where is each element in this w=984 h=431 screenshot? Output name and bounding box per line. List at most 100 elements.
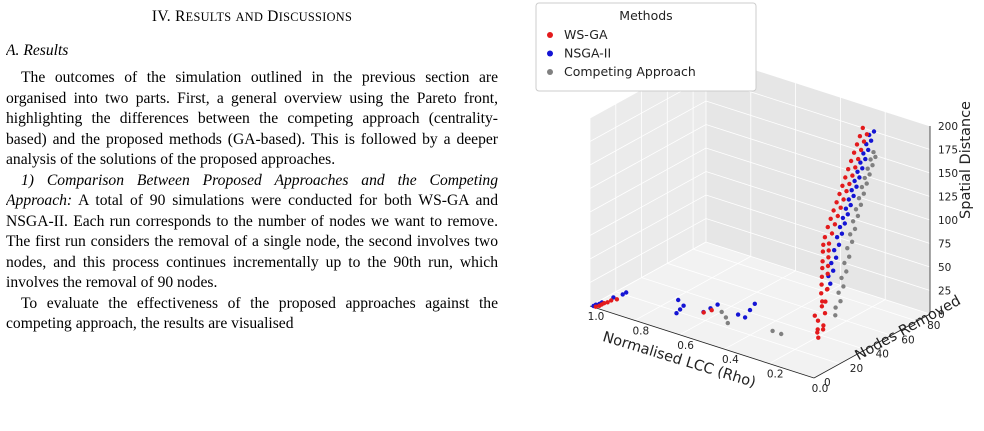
x-tick-label: 0.2 — [767, 369, 784, 381]
data-point-ws-ga — [837, 191, 842, 197]
grid-line-z — [589, 171, 931, 244]
paragraph-evaluation: To evaluate the effectiveness of the pro… — [6, 294, 498, 333]
data-point-competing-approach — [867, 172, 872, 177]
chart-legend: Methods WS-GA NSGA-II Competing Approach — [535, 2, 757, 92]
z-tick-label: 200 — [938, 121, 958, 133]
data-point-ws-ga — [601, 301, 607, 306]
data-point-nsga-ii — [852, 178, 857, 184]
z-tick-label: 175 — [938, 145, 958, 157]
data-point-competing-approach — [845, 246, 850, 251]
data-point-ws-ga — [609, 298, 614, 303]
data-point-ws-ga — [835, 213, 840, 219]
z-tick-label: 150 — [938, 168, 958, 180]
data-point-nsga-ii — [857, 175, 862, 180]
data-point-ws-ga — [847, 181, 852, 187]
data-point-ws-ga — [828, 216, 833, 221]
data-point-competing-approach — [836, 290, 841, 295]
data-point-ws-ga — [819, 282, 824, 287]
grid-line-z — [589, 124, 931, 197]
y-tick-label: 20 — [850, 363, 863, 375]
data-point-nsga-ii — [863, 156, 868, 162]
data-point-nsga-ii — [851, 193, 856, 199]
data-point-competing-approach — [855, 213, 861, 219]
data-point-competing-approach — [859, 184, 865, 190]
data-point-ws-ga — [860, 125, 865, 131]
data-point-ws-ga — [816, 335, 821, 340]
data-point-nsga-ii — [871, 129, 877, 134]
data-point-nsga-ii — [681, 303, 686, 308]
z-tick-label: 100 — [938, 215, 958, 227]
data-point-ws-ga — [815, 318, 821, 323]
data-point-competing-approach — [858, 202, 864, 207]
data-point-nsga-ii — [676, 297, 681, 303]
data-point-ws-ga — [819, 304, 825, 309]
data-point-nsga-ii — [846, 197, 851, 202]
paragraph-comparison: 1) Comparison Between Proposed Approache… — [6, 171, 498, 294]
data-point-nsga-ii — [845, 212, 850, 217]
data-point-competing-approach — [839, 275, 844, 281]
data-point-competing-approach — [873, 154, 878, 160]
data-point-nsga-ii — [866, 147, 871, 153]
data-point-ws-ga — [820, 299, 825, 304]
data-point-ws-ga — [823, 299, 828, 304]
data-point-nsga-ii — [715, 302, 720, 307]
z-tick-label: 25 — [938, 286, 951, 298]
data-point-nsga-ii — [620, 292, 625, 297]
data-point-competing-approach — [779, 331, 784, 337]
data-point-nsga-ii — [674, 311, 679, 316]
data-point-ws-ga — [848, 158, 854, 164]
z-tick-label: 75 — [938, 239, 951, 251]
data-point-competing-approach — [862, 175, 867, 181]
data-point-competing-approach — [833, 313, 838, 318]
data-point-nsga-ii — [833, 255, 839, 260]
x-axis-line — [589, 305, 815, 379]
section-numeral: IV. — [151, 8, 171, 25]
data-point-nsga-ii — [747, 307, 753, 313]
data-point-ws-ga — [701, 310, 706, 315]
data-point-ws-ga — [820, 327, 826, 332]
x-tick-label: 0.0 — [812, 383, 829, 395]
data-point-ws-ga — [825, 286, 830, 292]
data-point-competing-approach — [842, 260, 847, 266]
grid-line-z — [589, 241, 931, 315]
data-point-nsga-ii — [849, 188, 854, 193]
figure-3d-scatter: 0.0 0.2 0.4 0.6 0.8 1.0 0 20 40 60 80 0 25 50 75 100 125… — [518, 0, 984, 431]
grid-line-z — [589, 100, 931, 174]
y-tick-label: 0 — [824, 377, 831, 389]
data-point-competing-approach — [852, 226, 858, 232]
data-point-ws-ga — [709, 308, 714, 313]
paragraph-comparison-body: A total of 90 simulations were conducted… — [6, 192, 498, 291]
data-point-ws-ga — [832, 222, 838, 227]
data-point-competing-approach — [849, 239, 855, 244]
data-point-ws-ga — [819, 291, 824, 296]
heading-word-initial: D — [267, 8, 279, 25]
paragraph-overview: The outcomes of the simulation outlined … — [6, 69, 498, 168]
subsection-heading: A. Results — [6, 41, 69, 59]
x-tick-label: 0.6 — [677, 340, 694, 352]
legend-marker-nsga-ii — [547, 50, 553, 57]
data-point-ws-ga — [864, 132, 870, 137]
data-point-ws-ga — [820, 249, 826, 254]
data-point-ws-ga — [843, 175, 848, 180]
data-point-nsga-ii — [840, 215, 846, 221]
y-tick-label: 40 — [876, 349, 889, 361]
data-point-nsga-ii — [843, 206, 849, 211]
y-tick-label: 60 — [901, 334, 914, 346]
data-point-ws-ga — [857, 134, 863, 139]
data-point-competing-approach — [770, 328, 775, 334]
text-column: IV. RESULTS AND DISCUSSIONS A. Results T… — [6, 0, 498, 431]
data-point-ws-ga — [822, 311, 828, 316]
data-point-nsga-ii — [868, 138, 874, 143]
data-point-ws-ga — [820, 265, 825, 271]
data-point-competing-approach — [870, 163, 875, 168]
x-tick-label: 0.4 — [722, 354, 739, 366]
legend-label-nsga-ii: NSGA-II — [564, 46, 611, 61]
z-axis-title: Spatial Distance — [958, 101, 974, 219]
data-point-ws-ga — [826, 255, 831, 260]
data-point-ws-ga — [812, 313, 817, 318]
data-point-ws-ga — [821, 323, 826, 328]
data-point-ws-ga — [851, 150, 857, 155]
data-point-nsga-ii — [832, 248, 837, 253]
data-point-nsga-ii — [829, 260, 834, 266]
data-point-ws-ga — [846, 167, 851, 172]
